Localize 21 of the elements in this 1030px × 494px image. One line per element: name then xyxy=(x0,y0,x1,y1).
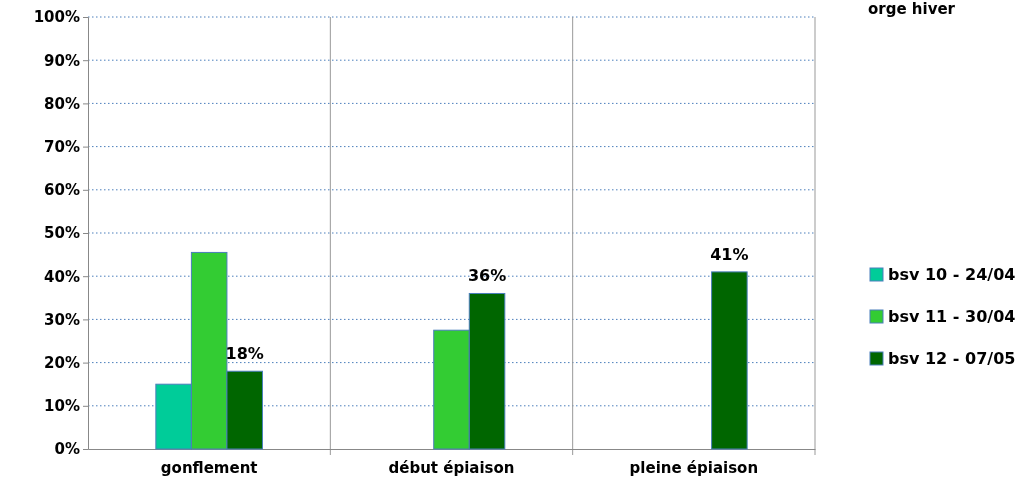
y-tick-label: 20% xyxy=(44,353,80,372)
y-tick-label: 10% xyxy=(44,397,80,416)
y-tick-label: 100% xyxy=(33,8,80,27)
data-label: 36% xyxy=(467,266,507,286)
y-tick-label: 0% xyxy=(54,440,80,459)
y-tick-label: 80% xyxy=(44,94,80,113)
x-tick-label: pleine épiaison xyxy=(629,459,759,477)
legend-label: bsv 12 - 07/05 xyxy=(888,349,1016,368)
y-tick-label: 30% xyxy=(44,310,80,329)
y-tick-label: 90% xyxy=(44,51,80,70)
legend-label: bsv 10 - 24/04 xyxy=(888,265,1016,284)
y-tick-label: 40% xyxy=(44,267,80,286)
data-label: 18% xyxy=(225,344,264,364)
y-tick-label: 50% xyxy=(44,224,80,243)
text: orge hiver xyxy=(868,0,956,18)
y-tick-label: 70% xyxy=(44,137,80,156)
x-tick-label: gonflement xyxy=(160,459,258,477)
data-label: 41% xyxy=(710,244,749,264)
x-tick-label: début épiaison xyxy=(388,459,515,477)
y-tick-label: 60% xyxy=(44,181,80,200)
legend-label: bsv 11 - 30/04 xyxy=(888,307,1016,326)
